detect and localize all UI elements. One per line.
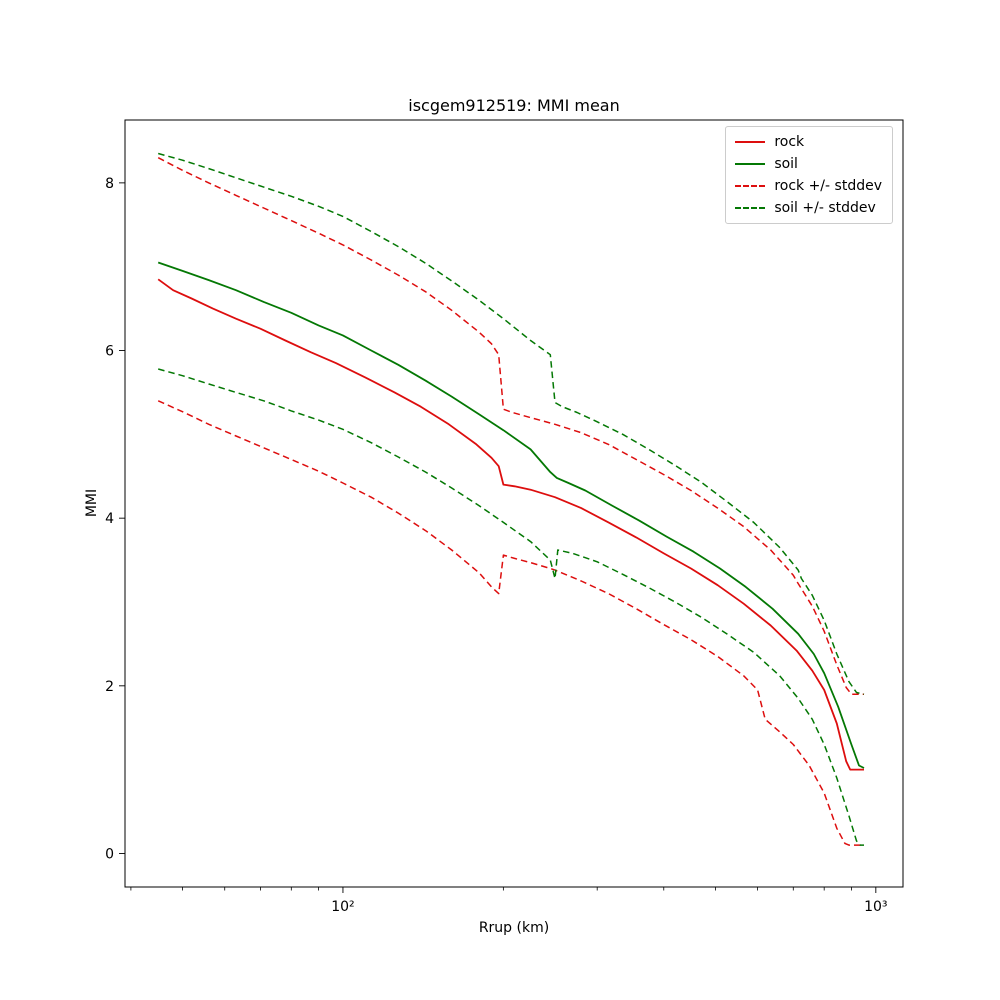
- x-axis-label: Rrup (km): [478, 920, 550, 936]
- legend: rock soil rock +/- stddev soil +/- stdde…: [725, 126, 893, 224]
- y-tick-label: 2: [105, 679, 114, 695]
- chart-title: iscgem912519: MMI mean: [408, 96, 620, 115]
- y-tick-label: 6: [105, 344, 114, 360]
- x-tick-label: 10³: [864, 899, 887, 915]
- y-axis-label: MMI: [84, 488, 100, 518]
- series-rock-1-stddev: [157, 157, 864, 695]
- legend-item-rock: rock: [735, 134, 882, 150]
- legend-label-rock: rock: [774, 134, 805, 150]
- legend-label-soil: soil: [774, 156, 798, 172]
- legend-line-soil: [735, 163, 766, 165]
- y-tick-label: 8: [105, 176, 114, 192]
- legend-item-soil-stddev: soil +/- stddev: [735, 200, 882, 216]
- series-rock-1-stddev: [157, 400, 864, 846]
- legend-label-soil-stddev: soil +/- stddev: [774, 200, 876, 216]
- y-tick-label: 0: [105, 846, 114, 862]
- legend-label-rock-stddev: rock +/- stddev: [774, 178, 882, 194]
- series-soil-1-stddev: [158, 152, 865, 695]
- x-tick-label: 10²: [331, 899, 354, 915]
- series-soil-1-stddev: [158, 368, 864, 846]
- legend-line-soil-stddev: [735, 207, 766, 209]
- axes-frame: [124, 119, 904, 888]
- legend-item-soil: soil: [735, 156, 882, 172]
- y-tick-label: 4: [105, 511, 114, 527]
- legend-item-rock-stddev: rock +/- stddev: [735, 178, 882, 194]
- legend-line-rock: [735, 141, 766, 143]
- series-rock: [157, 278, 864, 771]
- series-soil: [157, 261, 865, 769]
- legend-line-rock-stddev: [735, 185, 766, 187]
